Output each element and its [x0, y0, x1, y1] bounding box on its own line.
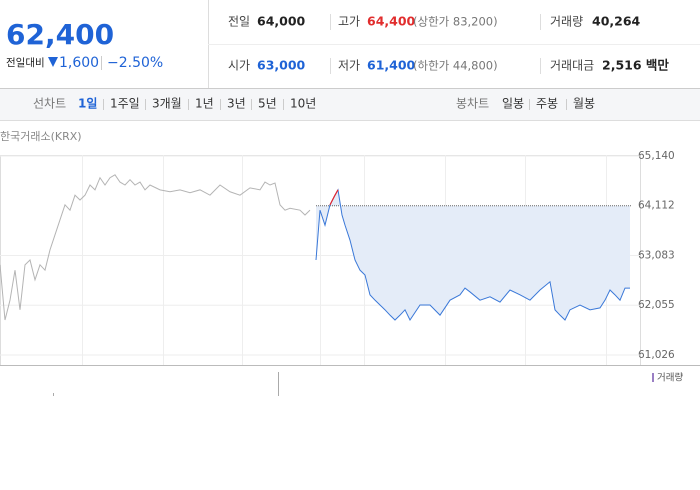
label: 시가: [228, 59, 250, 73]
nav-item[interactable]: 3개월: [152, 97, 182, 111]
source: 한국거래소(KRX): [0, 130, 82, 143]
y-tick-label: 63,083: [638, 250, 675, 262]
note: (상한가 83,200): [413, 15, 498, 29]
y-tick-label: 61,026: [638, 349, 675, 361]
legend-swatch: [652, 373, 654, 382]
label: 거래량: [550, 15, 583, 29]
nav-item[interactable]: 월봉: [573, 97, 595, 111]
price-line: [0, 174, 311, 321]
y-tick-label: 62,055: [638, 299, 675, 311]
nav-label: 선차트: [33, 97, 66, 111]
change-rate: −2.50%: [107, 55, 163, 71]
note: (하한가 44,800): [413, 59, 498, 73]
value: 64,000: [257, 14, 306, 29]
value: 40,264: [592, 14, 641, 29]
up-segment: [334, 189, 339, 196]
change-label: 전일대비: [6, 56, 45, 69]
up-segment: [329, 194, 336, 206]
nav-item[interactable]: 1주일: [110, 97, 140, 111]
down-arrow: [48, 57, 58, 67]
label: 거래대금: [550, 59, 594, 73]
nav-item[interactable]: 1일: [78, 97, 97, 111]
value: 64,400: [367, 14, 416, 29]
label: 고가: [338, 15, 360, 29]
y-tick-label: 65,140: [638, 150, 675, 162]
change: 1,600: [59, 55, 99, 71]
y-tick-label: 64,112: [638, 200, 675, 212]
nav-item[interactable]: 주봉: [536, 97, 558, 111]
value: 63,000: [257, 58, 306, 73]
nav-label: 봉차트: [456, 97, 489, 111]
price-line: [315, 188, 630, 321]
nav-bar: [0, 89, 700, 120]
nav-item[interactable]: 10년: [290, 97, 316, 111]
nav-item[interactable]: 일봉: [502, 97, 524, 111]
label: 전일: [228, 15, 250, 29]
nav-item[interactable]: 5년: [258, 97, 277, 111]
volume-legend: 거래량: [657, 372, 683, 384]
value: 2,516 백만: [602, 58, 669, 73]
label: 저가: [338, 59, 360, 73]
nav-item[interactable]: 3년: [227, 97, 246, 111]
value: 61,400: [367, 58, 416, 73]
nav-item[interactable]: 1년: [195, 97, 214, 111]
price: 62,400: [6, 18, 114, 51]
